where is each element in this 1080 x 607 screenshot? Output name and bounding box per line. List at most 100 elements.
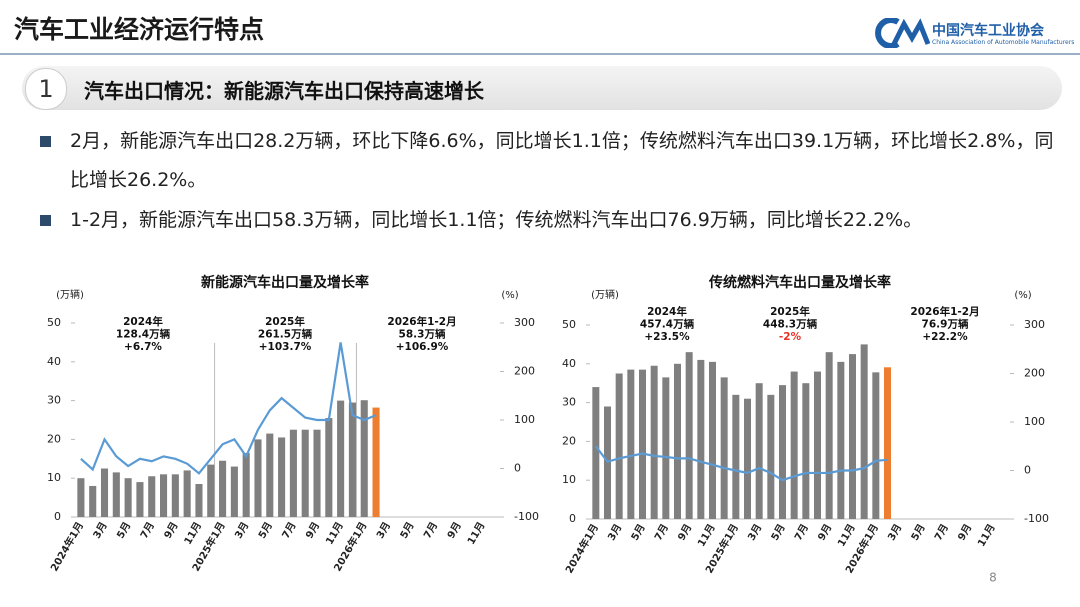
bar — [112, 472, 120, 517]
annotation: 2025年 — [770, 305, 810, 318]
bar — [790, 371, 798, 519]
y-tick-label: 30 — [47, 394, 61, 407]
y2-tick-label: 100 — [1024, 415, 1045, 428]
chart-title: 传统燃料汽车出口量及增长率 — [708, 274, 891, 291]
bar — [89, 485, 97, 517]
bar — [337, 400, 345, 517]
bullet-marker — [40, 215, 51, 226]
bullet-text: 2月，新能源汽车出口28.2万辆，环比下降6.6%，同比增长1.1倍；传统燃料汽… — [70, 130, 1054, 191]
bar — [639, 369, 646, 519]
annotation: +6.7% — [124, 341, 162, 353]
bar — [289, 429, 297, 517]
bar — [195, 484, 203, 517]
bar — [872, 372, 880, 519]
x-tick-label: 2024年1月 — [47, 520, 86, 574]
x-tick-label: 5月 — [629, 522, 648, 543]
logo-mark — [875, 18, 931, 48]
y-tick-label: 20 — [47, 432, 61, 445]
bar — [207, 464, 215, 517]
bar — [860, 344, 868, 519]
bar — [814, 371, 821, 519]
x-tick-label: 2024年1月 — [562, 522, 601, 576]
bar — [825, 352, 833, 519]
bar — [674, 363, 681, 519]
bar — [592, 387, 600, 519]
x-tick-label: 5月 — [114, 520, 133, 541]
y-tick-label: 0 — [54, 510, 61, 523]
x-tick-label: 7月 — [280, 520, 299, 541]
bar — [136, 482, 144, 517]
x-tick-label: 7月 — [652, 522, 671, 543]
bar — [697, 359, 705, 519]
section-number: 1 — [25, 68, 67, 110]
annotation: 457.4万辆 — [640, 318, 695, 331]
bar — [230, 466, 238, 517]
annotation: -2% — [779, 331, 802, 343]
line — [594, 445, 888, 482]
x-tick-label: 11月 — [465, 520, 487, 547]
y-tick-label: 10 — [562, 473, 576, 486]
y2-tick-label: -100 — [514, 510, 539, 523]
annotation: 448.3万辆 — [763, 318, 818, 331]
bar — [360, 400, 368, 517]
bar — [709, 361, 716, 519]
bar — [124, 478, 132, 517]
x-tick-label: 9月 — [162, 520, 181, 541]
y-tick-label: 50 — [47, 316, 61, 329]
annotation: 58.3万辆 — [399, 328, 446, 341]
x-tick-label: 5月 — [909, 522, 928, 543]
x-tick-label: 11月 — [975, 522, 997, 549]
logo-c — [875, 18, 900, 48]
annotation: 76.9万辆 — [922, 318, 969, 331]
chart-title: 新能源汽车出口量及增长率 — [201, 274, 369, 291]
x-tick-label: 7月 — [138, 520, 157, 541]
org-name-en: China Association of Automobile Manufact… — [932, 39, 1075, 46]
bar — [650, 365, 658, 519]
bar — [744, 398, 751, 519]
y2-tick-label: 300 — [514, 316, 535, 329]
annotation: 2024年 — [123, 315, 163, 328]
annotation: +22.2% — [922, 331, 968, 343]
x-tick-label: 5月 — [256, 520, 275, 541]
bar — [254, 439, 262, 517]
bar — [219, 460, 227, 517]
y2-tick-label: 0 — [514, 462, 521, 475]
annotation: 2024年 — [647, 305, 687, 318]
org-name: 中国汽车工业协会 — [932, 23, 1044, 39]
title-rule — [0, 53, 1080, 55]
page-number: 8 — [989, 571, 997, 585]
x-tick-label: 7月 — [932, 522, 951, 543]
y-tick-label: 10 — [47, 471, 61, 484]
bar — [685, 352, 693, 519]
x-tick-label: 3月 — [233, 520, 252, 541]
line — [80, 342, 377, 475]
bar — [77, 478, 85, 517]
y-tick-label: 0 — [569, 512, 576, 525]
bar — [171, 474, 179, 517]
x-tick-label: 5月 — [398, 520, 417, 541]
annotation: 2026年1-2月 — [910, 305, 979, 318]
y2-tick-label: 100 — [514, 413, 535, 426]
annotation: 261.5万辆 — [258, 328, 313, 341]
annotation: 2025年 — [265, 315, 305, 328]
x-tick-label: 3月 — [745, 522, 764, 543]
bar — [767, 394, 775, 519]
y-tick-label: 20 — [562, 434, 576, 447]
x-tick-label: 9月 — [303, 520, 322, 541]
y-axis-label: (万辆) — [591, 288, 619, 301]
bullet-marker — [40, 136, 51, 147]
y-tick-label: 50 — [562, 318, 576, 331]
bar — [301, 429, 309, 517]
bar — [732, 394, 740, 519]
section-title: 汽车出口情况：新能源汽车出口保持高速增长 — [84, 79, 484, 103]
x-tick-label: 9月 — [815, 522, 834, 543]
y-tick-label: 40 — [47, 355, 61, 368]
bar — [148, 476, 156, 517]
x-tick-label: 9月 — [955, 522, 974, 543]
bar — [348, 402, 356, 517]
section-bar — [22, 66, 1062, 110]
x-tick-label: 11月 — [182, 520, 204, 547]
x-tick-label: 9月 — [675, 522, 694, 543]
